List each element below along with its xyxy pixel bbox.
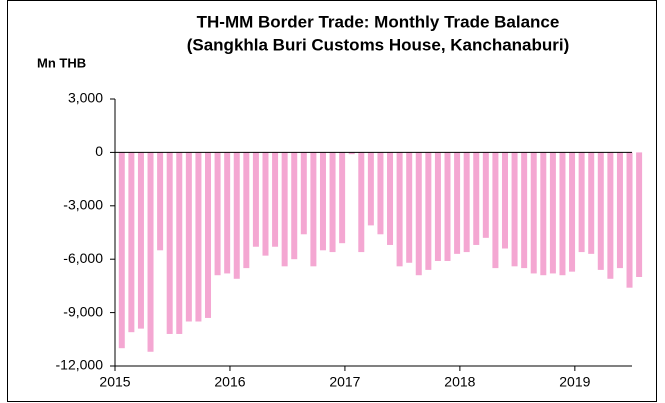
bar bbox=[415, 152, 422, 276]
bar bbox=[463, 152, 470, 253]
bar bbox=[147, 152, 154, 352]
bar bbox=[367, 152, 374, 226]
bar bbox=[569, 152, 576, 272]
bar bbox=[454, 152, 461, 254]
bar bbox=[310, 152, 317, 267]
bar bbox=[578, 152, 585, 253]
bar bbox=[272, 152, 279, 247]
x-tick-label: 2017 bbox=[329, 374, 360, 390]
bar bbox=[339, 152, 346, 244]
bar bbox=[348, 152, 355, 155]
x-tick-label: 2015 bbox=[99, 374, 130, 390]
bar bbox=[559, 152, 566, 276]
bar bbox=[166, 152, 173, 334]
bar bbox=[597, 152, 604, 270]
bar bbox=[492, 152, 499, 269]
bar bbox=[252, 152, 259, 247]
bar bbox=[281, 152, 288, 267]
bar bbox=[262, 152, 269, 256]
bar bbox=[549, 152, 556, 274]
bar bbox=[626, 152, 633, 288]
y-tick-label: -12,000 bbox=[56, 357, 104, 373]
bar bbox=[137, 152, 144, 329]
bar bbox=[233, 152, 240, 279]
y-tick-label: -3,000 bbox=[63, 197, 103, 213]
bar bbox=[118, 152, 125, 349]
bar bbox=[521, 152, 528, 269]
bar bbox=[588, 152, 595, 254]
bar bbox=[128, 152, 135, 333]
bar bbox=[300, 152, 307, 235]
chart-title: TH-MM Border Trade: Monthly Trade Balanc… bbox=[197, 12, 560, 31]
x-tick-label: 2019 bbox=[559, 374, 590, 390]
bar bbox=[157, 152, 164, 251]
bar bbox=[224, 152, 231, 274]
x-tick-label: 2016 bbox=[214, 374, 245, 390]
x-tick-label: 2018 bbox=[444, 374, 475, 390]
bar bbox=[636, 152, 643, 277]
bar bbox=[319, 152, 326, 251]
bar bbox=[291, 152, 298, 260]
bar bbox=[530, 152, 537, 274]
bar bbox=[434, 152, 441, 261]
y-axis-label: Mn THB bbox=[37, 55, 86, 70]
bar bbox=[482, 152, 489, 238]
y-tick-label: -6,000 bbox=[63, 250, 103, 266]
bar bbox=[387, 152, 394, 245]
bar bbox=[607, 152, 614, 279]
bar bbox=[511, 152, 518, 267]
y-tick-label: 0 bbox=[95, 143, 103, 159]
y-tick-label: -9,000 bbox=[63, 303, 103, 319]
bar bbox=[329, 152, 336, 253]
bar bbox=[406, 152, 413, 263]
bar bbox=[396, 152, 403, 267]
bar bbox=[214, 152, 221, 276]
bar bbox=[205, 152, 212, 318]
bar bbox=[501, 152, 508, 249]
bar bbox=[473, 152, 480, 245]
bar bbox=[540, 152, 547, 276]
y-tick-label: 3,000 bbox=[68, 90, 103, 106]
bar bbox=[358, 152, 365, 253]
bar bbox=[377, 152, 384, 235]
bar bbox=[185, 152, 192, 322]
bar bbox=[243, 152, 250, 269]
bar bbox=[425, 152, 432, 270]
chart-subtitle: (Sangkhla Buri Customs House, Kanchanabu… bbox=[187, 35, 570, 54]
bar bbox=[444, 152, 451, 261]
bar bbox=[616, 152, 623, 269]
bar bbox=[176, 152, 183, 334]
bar bbox=[195, 152, 202, 322]
